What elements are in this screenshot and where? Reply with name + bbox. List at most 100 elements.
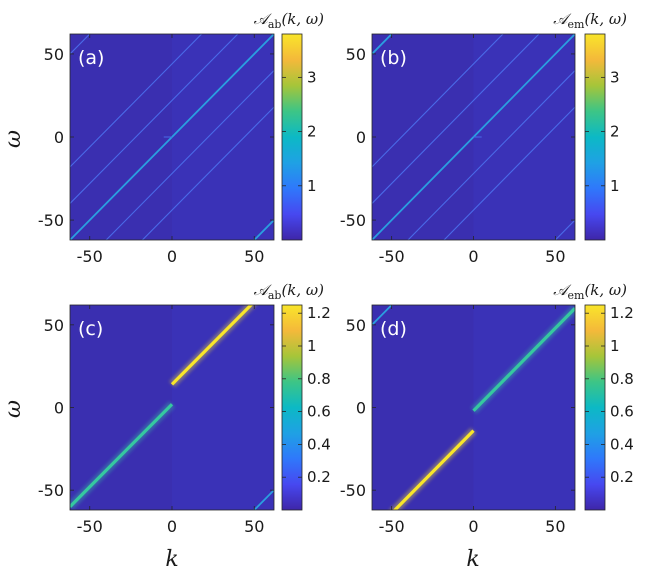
dispersion-line bbox=[554, 219, 575, 240]
colorbar bbox=[281, 33, 303, 241]
dispersion-line bbox=[392, 429, 475, 510]
dispersion-line bbox=[141, 106, 274, 240]
background-shade bbox=[172, 305, 274, 510]
dispersion-line bbox=[70, 34, 239, 204]
dispersion-line bbox=[170, 305, 254, 386]
dispersion-line bbox=[443, 106, 575, 240]
plot-area bbox=[70, 34, 274, 240]
dispersion-line bbox=[472, 34, 575, 138]
colorbar-title-args: (k, ω) bbox=[584, 281, 627, 299]
x-tick-label: 0 bbox=[468, 247, 478, 266]
y-tick-label: 0 bbox=[54, 128, 64, 147]
dispersion-line bbox=[372, 136, 475, 240]
y-tick-label: 0 bbox=[54, 399, 64, 418]
x-tick-label: -50 bbox=[77, 517, 103, 536]
background-shade bbox=[172, 34, 274, 240]
y-tick-label: -50 bbox=[38, 481, 64, 500]
x-tick-label: 0 bbox=[167, 247, 177, 266]
plot-area bbox=[70, 305, 274, 510]
colorbar-tick-label: 0.8 bbox=[610, 370, 634, 388]
plot-area bbox=[372, 305, 575, 510]
x-tick-label: 50 bbox=[244, 517, 264, 536]
colorbar-title: 𝒜em(k, ω) bbox=[553, 10, 627, 31]
x-tick-label: 0 bbox=[468, 517, 478, 536]
panel-d: -50 0 50 -50 0 50 (d) 0.2 0.4 0.6 0.8 1 1.2 𝒜em(k, ω) bbox=[340, 281, 634, 536]
x-axis-label-left: k bbox=[165, 547, 178, 572]
colorbar bbox=[584, 304, 606, 511]
colorbar-title-sub: em bbox=[567, 18, 585, 31]
dispersion-line bbox=[171, 34, 274, 138]
colorbar-tick-label: 1.2 bbox=[610, 304, 634, 322]
y-tick-label: 0 bbox=[356, 399, 366, 418]
panel-label: (d) bbox=[380, 318, 407, 340]
dispersion-line bbox=[372, 34, 504, 168]
colorbar-title-args: (k, ω) bbox=[281, 10, 324, 28]
y-tick-label: 50 bbox=[44, 316, 64, 335]
x-axis-label-right: k bbox=[466, 547, 479, 572]
x-tick-label: 0 bbox=[167, 517, 177, 536]
y-axis-label-top: ω bbox=[1, 130, 26, 148]
colorbar-tick-label: 0.6 bbox=[610, 403, 634, 421]
colorbar-title-args: (k, ω) bbox=[584, 10, 627, 28]
dispersion-line bbox=[407, 70, 575, 240]
dispersion-line bbox=[372, 34, 540, 204]
colorbar bbox=[281, 304, 303, 511]
colorbar-tick-label: 2 bbox=[307, 123, 317, 141]
y-axis-label-bottom: ω bbox=[1, 400, 26, 418]
x-tick-label: -50 bbox=[77, 247, 103, 266]
colorbar-tick-label: 3 bbox=[307, 68, 317, 86]
colorbar-title: 𝒜ab(k, ω) bbox=[254, 10, 325, 31]
panel-label: (a) bbox=[78, 47, 104, 69]
dispersion-line bbox=[70, 403, 174, 508]
colorbar-title: 𝒜ab(k, ω) bbox=[254, 281, 325, 302]
dispersion-line bbox=[70, 34, 91, 55]
panel-label: (b) bbox=[380, 47, 407, 69]
dispersion-line bbox=[252, 489, 274, 510]
x-tick-label: 50 bbox=[244, 247, 264, 266]
colorbar-tick-label: 1 bbox=[610, 177, 620, 195]
colorbar-tick-label: 1 bbox=[307, 337, 317, 355]
y-tick-label: -50 bbox=[340, 481, 366, 500]
colorbar-tick-label: 0.6 bbox=[307, 403, 331, 421]
colorbar-tick-label: 1 bbox=[610, 337, 620, 355]
dispersion-line bbox=[252, 219, 274, 240]
y-tick-label: -50 bbox=[38, 211, 64, 230]
colorbar-title-sub: ab bbox=[268, 18, 282, 31]
y-tick-label: -50 bbox=[340, 211, 366, 230]
y-tick-label: 50 bbox=[346, 316, 366, 335]
panel-label: (c) bbox=[78, 318, 103, 340]
x-tick-label: 50 bbox=[545, 517, 565, 536]
colorbar-title-args: (k, ω) bbox=[281, 281, 324, 299]
dispersion-line bbox=[105, 70, 274, 240]
y-tick-label: 50 bbox=[346, 45, 366, 64]
colorbar-tick-label: 1 bbox=[307, 177, 317, 195]
dispersion-line bbox=[472, 307, 575, 412]
y-tick-label: 50 bbox=[44, 45, 64, 64]
colorbar-tick-label: 0.8 bbox=[307, 370, 331, 388]
x-tick-label: 50 bbox=[545, 247, 565, 266]
colorbar-title-sub: ab bbox=[268, 289, 282, 302]
background-shade bbox=[473, 305, 575, 510]
colorbar-tick-label: 0.2 bbox=[610, 468, 634, 486]
dispersion-line bbox=[372, 305, 393, 326]
colorbar-tick-label: 1.2 bbox=[307, 304, 331, 322]
y-tick-label: 0 bbox=[356, 128, 366, 147]
panel-b: -50 0 50 -50 0 50 (b) 1 2 3 𝒜em(k, ω) bbox=[340, 10, 627, 266]
colorbar bbox=[584, 33, 606, 241]
colorbar-tick-label: 0.4 bbox=[307, 435, 331, 453]
colorbar-tick-label: 0.2 bbox=[307, 468, 331, 486]
colorbar-tick-label: 2 bbox=[610, 123, 620, 141]
dispersion-line bbox=[372, 34, 393, 55]
x-tick-label: -50 bbox=[379, 517, 405, 536]
x-tick-label: -50 bbox=[379, 247, 405, 266]
plot-area bbox=[372, 34, 575, 240]
colorbar-title-sub: em bbox=[567, 289, 585, 302]
panel-a: -50 0 50 -50 0 50 (a) 1 2 3 𝒜ab(k, ω) bbox=[38, 10, 325, 266]
background-shade bbox=[473, 34, 575, 240]
colorbar-tick-label: 0.4 bbox=[610, 435, 634, 453]
dispersion-line bbox=[70, 34, 203, 168]
dispersion-line bbox=[70, 136, 173, 240]
panel-c: -50 0 50 -50 0 50 (c) 0.2 0.4 0.6 0.8 1 1.2 𝒜ab(k, ω) bbox=[38, 281, 331, 536]
colorbar-tick-label: 3 bbox=[610, 68, 620, 86]
